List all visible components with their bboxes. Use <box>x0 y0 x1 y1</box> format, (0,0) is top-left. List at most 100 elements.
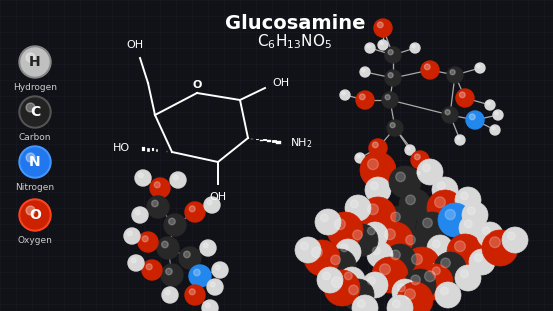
Text: O: O <box>192 80 202 90</box>
Circle shape <box>485 100 495 110</box>
Circle shape <box>393 300 400 308</box>
Text: C: C <box>30 105 40 119</box>
Circle shape <box>340 90 350 100</box>
Circle shape <box>474 254 482 262</box>
Circle shape <box>435 282 461 308</box>
Circle shape <box>438 203 472 237</box>
Circle shape <box>493 110 503 120</box>
Circle shape <box>424 64 430 70</box>
Circle shape <box>411 254 422 265</box>
Text: NH$_2$: NH$_2$ <box>290 136 312 150</box>
Circle shape <box>360 197 396 233</box>
Circle shape <box>335 219 346 230</box>
Circle shape <box>26 153 35 162</box>
Circle shape <box>411 151 429 169</box>
Circle shape <box>157 237 179 259</box>
Circle shape <box>404 247 440 283</box>
Circle shape <box>477 222 503 248</box>
Circle shape <box>414 154 420 160</box>
Text: N: N <box>29 155 41 169</box>
Circle shape <box>469 114 475 120</box>
Circle shape <box>135 210 140 215</box>
Circle shape <box>189 289 195 295</box>
Circle shape <box>374 19 392 37</box>
Circle shape <box>406 195 415 205</box>
Circle shape <box>368 204 378 215</box>
Circle shape <box>320 214 328 222</box>
Circle shape <box>372 142 378 148</box>
Circle shape <box>417 172 420 175</box>
Circle shape <box>387 120 403 136</box>
Circle shape <box>200 240 216 256</box>
Circle shape <box>404 269 436 301</box>
Circle shape <box>462 202 488 228</box>
Circle shape <box>132 207 148 223</box>
Circle shape <box>21 98 49 126</box>
Text: HO: HO <box>113 143 130 153</box>
Text: OH: OH <box>272 78 289 88</box>
Circle shape <box>457 137 460 140</box>
Circle shape <box>357 155 360 158</box>
Circle shape <box>345 272 352 280</box>
Circle shape <box>194 269 200 276</box>
Circle shape <box>447 67 463 83</box>
Circle shape <box>169 218 175 225</box>
Circle shape <box>417 264 453 300</box>
Text: OH: OH <box>127 40 144 50</box>
Circle shape <box>391 212 400 222</box>
Circle shape <box>154 182 160 188</box>
Circle shape <box>390 123 395 128</box>
Circle shape <box>368 159 378 169</box>
Circle shape <box>21 48 49 76</box>
Circle shape <box>210 282 215 287</box>
Circle shape <box>455 135 465 145</box>
Circle shape <box>184 251 190 258</box>
Circle shape <box>356 91 374 109</box>
Circle shape <box>189 206 195 212</box>
Circle shape <box>353 230 362 240</box>
Circle shape <box>396 172 405 182</box>
Circle shape <box>26 53 35 62</box>
Circle shape <box>202 300 218 311</box>
Circle shape <box>365 43 375 53</box>
Circle shape <box>295 237 321 263</box>
Circle shape <box>455 265 481 291</box>
Circle shape <box>407 147 410 150</box>
Circle shape <box>304 240 340 276</box>
Circle shape <box>422 218 432 228</box>
Circle shape <box>147 196 169 218</box>
Circle shape <box>372 257 408 293</box>
Circle shape <box>161 241 168 248</box>
Circle shape <box>427 262 453 288</box>
Circle shape <box>455 187 481 213</box>
Circle shape <box>411 275 420 285</box>
Circle shape <box>492 127 495 130</box>
Circle shape <box>461 192 468 200</box>
Circle shape <box>434 252 466 284</box>
Circle shape <box>432 267 440 275</box>
Circle shape <box>19 96 51 128</box>
Circle shape <box>447 234 483 270</box>
Circle shape <box>367 242 393 268</box>
Circle shape <box>379 264 390 275</box>
Circle shape <box>417 159 443 185</box>
Circle shape <box>422 164 430 172</box>
Circle shape <box>322 272 330 280</box>
Text: OH: OH <box>210 192 227 202</box>
Circle shape <box>384 244 416 276</box>
Circle shape <box>173 175 178 180</box>
Circle shape <box>161 264 183 286</box>
Circle shape <box>212 262 228 278</box>
Circle shape <box>399 229 431 261</box>
Circle shape <box>146 264 152 270</box>
Circle shape <box>482 230 518 266</box>
Circle shape <box>362 69 365 72</box>
Circle shape <box>502 227 528 253</box>
Circle shape <box>150 178 170 198</box>
Circle shape <box>311 247 322 258</box>
Text: Hydrogen: Hydrogen <box>13 83 57 92</box>
Circle shape <box>341 244 348 252</box>
Circle shape <box>165 290 170 295</box>
Circle shape <box>467 207 475 215</box>
Circle shape <box>21 148 49 176</box>
